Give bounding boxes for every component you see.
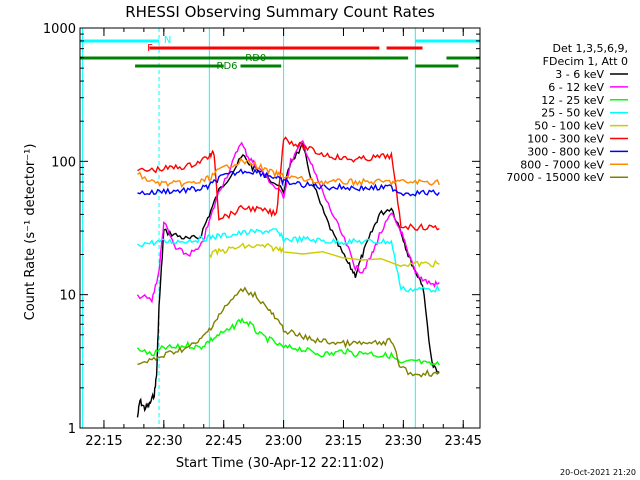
x-axis-label: Start Time (30-Apr-12 22:11:02) — [176, 456, 384, 471]
x-tick-label: 23:00 — [265, 434, 302, 449]
legend-label: 300 - 800 keV — [527, 145, 604, 158]
series-9 — [137, 286, 440, 378]
series-4 — [137, 228, 440, 293]
series-line — [136, 317, 440, 366]
series-8 — [137, 157, 440, 188]
y-tick-label: 1 — [68, 422, 76, 437]
series-2 — [136, 139, 440, 304]
plot-area: NF RD0 RD6 — [80, 28, 481, 428]
legend-label: 3 - 6 keV — [555, 68, 604, 81]
x-tick-label: 22:45 — [205, 434, 242, 449]
series-line — [137, 228, 440, 293]
legend-label: 12 - 25 keV — [541, 94, 604, 107]
night-flag-label: N — [164, 35, 171, 46]
series-line — [136, 139, 440, 304]
x-tick-label: 22:30 — [145, 434, 182, 449]
x-tick-label: 23:30 — [385, 434, 422, 449]
y-tick-label: 100 — [51, 155, 76, 170]
x-tick-label: 23:15 — [325, 434, 362, 449]
flare-flag-label: F — [147, 43, 153, 54]
rd0-label: RD0 — [245, 53, 266, 64]
x-tick-label: 22:15 — [85, 434, 122, 449]
legend-label: 6 - 12 keV — [548, 81, 604, 94]
series-line — [137, 168, 440, 197]
y-tick-label: 10 — [59, 289, 76, 304]
legend-header: FDecim 1, Att 0 — [543, 55, 628, 68]
legend-label: 800 - 7000 keV — [520, 158, 604, 171]
x-tick-label: 23:45 — [444, 434, 481, 449]
plot-frame — [79, 27, 481, 429]
series-3 — [136, 317, 440, 366]
series-5 — [208, 242, 440, 268]
axes: 1 10 100 1000 22:15 22:30 22:45 23:00 23:15 23:30… — [43, 22, 482, 449]
legend-header: Det 1,3,5,6,9, — [552, 42, 628, 55]
y-axis-label: Count Rate (s⁻¹ detector⁻¹) — [23, 144, 38, 321]
legend-label: 7000 - 15000 keV — [506, 171, 604, 184]
generation-timestamp: 20-Oct-2021 21:20 — [560, 468, 636, 477]
series-7 — [137, 168, 440, 197]
legend: Det 1,3,5,6,9,FDecim 1, Att 03 - 6 keV6 … — [506, 42, 628, 184]
legend-label: 50 - 100 keV — [534, 120, 604, 133]
rd6-label: RD6 — [217, 61, 238, 72]
series-line — [137, 157, 440, 188]
series-line — [208, 242, 440, 268]
series-line — [137, 286, 440, 378]
chart-title: RHESSI Observing Summary Count Rates — [125, 3, 435, 21]
legend-label: 100 - 300 keV — [527, 133, 604, 146]
y-tick-label: 1000 — [43, 22, 76, 37]
legend-label: 25 - 50 keV — [541, 107, 604, 120]
